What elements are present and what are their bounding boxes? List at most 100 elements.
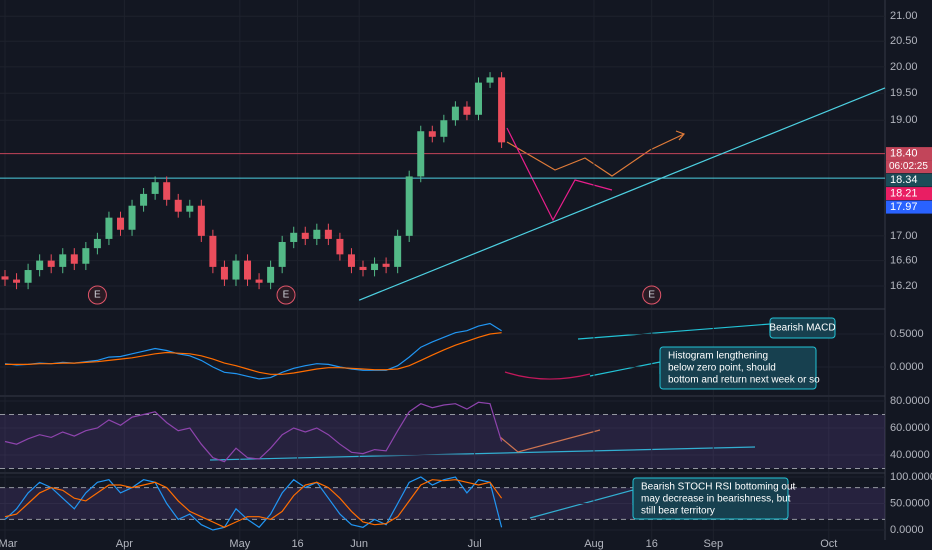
y-tick-label: 0.5000: [890, 328, 924, 340]
candle-body: [255, 279, 263, 283]
price-label-box: [886, 173, 932, 187]
candle-body: [382, 263, 390, 267]
candle-body: [336, 238, 344, 255]
candle-body: [128, 205, 136, 230]
band-fill: [0, 414, 885, 469]
indicator-line: [5, 332, 502, 375]
projection-arrow: [506, 133, 685, 177]
candle-body: [463, 106, 471, 115]
annotation-text: may decrease in bearishness, but: [641, 494, 791, 505]
annotation-text: below zero point, should: [668, 363, 776, 374]
candle-body: [324, 229, 332, 239]
candle-body: [486, 77, 494, 83]
annotation-text: bottom and return next week or so: [668, 375, 820, 386]
countdown-box: [886, 160, 932, 174]
earnings-label: E: [94, 290, 101, 301]
y-tick-label: 20.00: [890, 61, 918, 73]
candle-body: [359, 266, 367, 271]
x-tick-label: Jul: [468, 538, 482, 550]
candle-body: [290, 232, 298, 242]
earnings-marker: [276, 285, 296, 305]
y-tick-label: 17.00: [890, 230, 918, 242]
x-tick-label: Mar: [0, 538, 18, 550]
y-tick-label: 60.0000: [890, 422, 930, 434]
candle-body: [1, 276, 9, 280]
candle-body: [13, 279, 21, 283]
candle-body: [140, 193, 148, 206]
annotation-box: [769, 317, 836, 339]
candle-body: [313, 229, 321, 239]
earnings-marker: [87, 285, 107, 305]
earnings-label: E: [283, 290, 290, 301]
y-tick-label: 21.00: [890, 10, 918, 22]
candle-body: [93, 238, 101, 249]
indicator-line: [4, 479, 503, 528]
candle-body: [105, 217, 113, 239]
candle-body: [474, 82, 482, 115]
x-tick-label: 16: [646, 538, 658, 550]
indicator-line: [4, 401, 503, 463]
earnings-label: E: [648, 290, 655, 301]
projection-arrow: [499, 429, 601, 453]
x-tick-label: Jun: [350, 538, 368, 550]
candle-body: [498, 77, 506, 143]
candle-body: [151, 182, 159, 194]
rsi-trendline: [209, 446, 756, 461]
annotation-box: [632, 477, 789, 520]
annotation-box: [659, 346, 817, 390]
arrow-head: [675, 130, 686, 141]
price-label: 18.40: [890, 147, 918, 159]
candle-body: [174, 199, 182, 212]
candle-body: [405, 176, 413, 236]
candle-body: [428, 131, 436, 137]
y-tick-label: 0.0000: [890, 361, 924, 373]
candle-body: [232, 260, 240, 280]
earnings-marker: [642, 285, 662, 305]
candle-body: [163, 182, 171, 200]
price-label: 18.21: [890, 187, 918, 199]
candle-body: [440, 120, 448, 137]
trendline: [358, 87, 886, 301]
candle-body: [417, 131, 425, 177]
annotation-text: Histogram lengthening: [668, 351, 768, 362]
x-tick-label: Sep: [704, 538, 724, 550]
y-tick-label: 80.0000: [890, 395, 930, 407]
candle-body: [47, 260, 55, 267]
countdown: 06:02:25: [889, 161, 928, 172]
candle-body: [82, 248, 90, 264]
y-tick-label: 50.0000: [890, 497, 930, 509]
y-tick-label: 16.60: [890, 255, 918, 267]
candle-body: [371, 263, 379, 271]
x-tick-label: Aug: [584, 538, 604, 550]
x-tick-label: 16: [291, 538, 303, 550]
candle-body: [244, 260, 252, 280]
candle-body: [301, 232, 309, 239]
candle-body: [209, 235, 217, 267]
y-tick-label: 40.0000: [890, 449, 930, 461]
candle-body: [394, 235, 402, 267]
x-tick-label: Apr: [116, 538, 133, 550]
candle-body: [59, 254, 67, 267]
candle-body: [197, 205, 205, 236]
y-tick-label: 19.50: [890, 87, 918, 99]
price-label-box: [886, 187, 932, 201]
indicator-line: [4, 322, 502, 380]
candle-body: [36, 260, 44, 271]
price-label: 18.34: [890, 174, 918, 186]
y-tick-label: 0.0000: [890, 524, 924, 536]
candle-body: [116, 217, 124, 230]
projection-curve: [504, 371, 591, 380]
y-tick-label: 19.00: [890, 114, 918, 126]
price-label: 17.97: [890, 201, 918, 213]
price-label-box: [886, 147, 932, 161]
annotation-text: Bearish MACD: [769, 323, 835, 334]
candle-body: [70, 254, 78, 264]
candle-body: [347, 254, 355, 267]
candle-body: [451, 106, 459, 121]
annotation-text: Bearish STOCH RSI bottoming out: [641, 482, 796, 493]
